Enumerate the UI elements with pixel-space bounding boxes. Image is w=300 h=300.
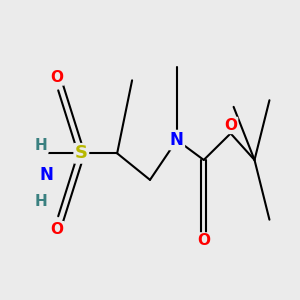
Text: O: O bbox=[50, 222, 63, 237]
Text: S: S bbox=[75, 144, 88, 162]
Text: H: H bbox=[34, 194, 47, 208]
Text: O: O bbox=[50, 70, 63, 85]
Text: O: O bbox=[224, 118, 237, 133]
Text: O: O bbox=[197, 233, 210, 248]
Text: H: H bbox=[34, 138, 47, 153]
Text: N: N bbox=[170, 131, 184, 149]
Text: N: N bbox=[39, 166, 53, 184]
